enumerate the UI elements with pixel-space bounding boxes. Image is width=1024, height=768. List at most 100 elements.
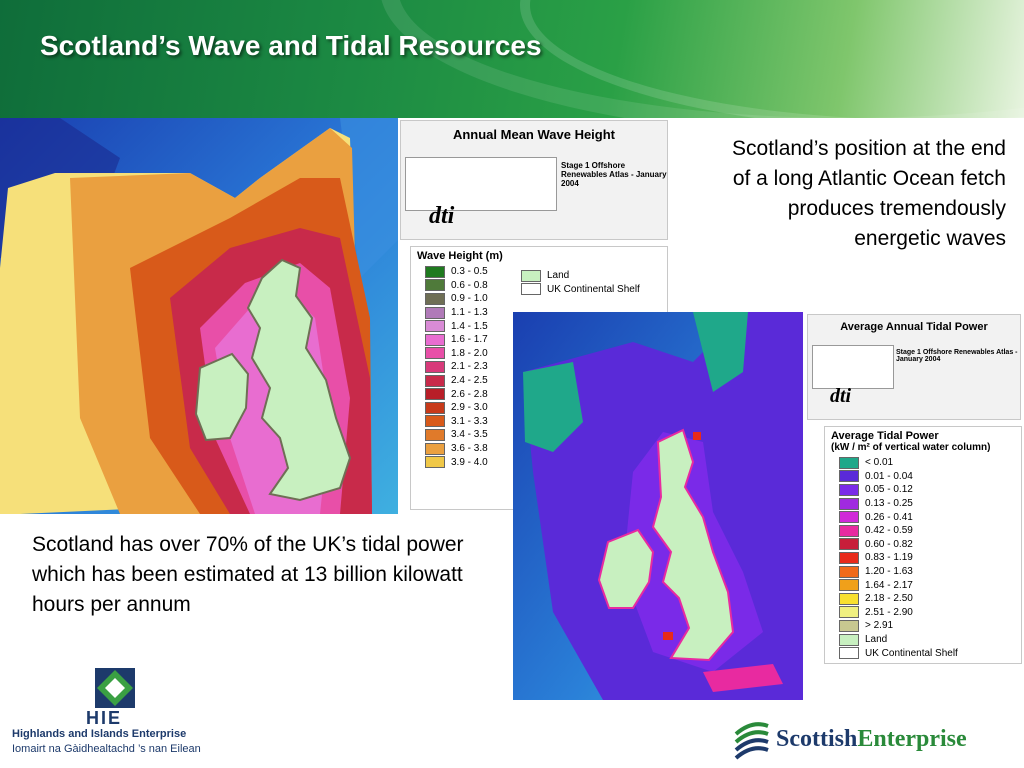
wave-legend-label: 0.6 - 0.8 [451,279,488,291]
wave-legend-label: 1.4 - 1.5 [451,320,488,332]
wave-extra-legend-item: Land [521,269,640,283]
wave-legend-swatch [425,360,445,373]
wave-legend-item: 0.9 - 1.0 [425,292,667,306]
wave-legend-swatch [425,292,445,305]
tidal-legend-item: 1.64 - 2.17 [839,578,1021,592]
tidal-projection-table [812,345,894,389]
tidal-legend-swatch [839,511,859,524]
tidal-legend-item: 0.42 - 0.59 [839,524,1021,538]
hie-gaelic-name: Iomairt na Gàidhealtachd ’s nan Eilean [12,743,201,755]
tidal-legend-item: 1.20 - 1.63 [839,565,1021,579]
wave-legend-item: 1.4 - 1.5 [425,319,667,333]
se-swoosh-icon [734,722,769,760]
tidal-legend-item: 0.26 - 0.41 [839,510,1021,524]
wave-extra-legend-swatch [521,269,541,282]
wave-legend-label: 2.4 - 2.5 [451,375,488,387]
wave-projection-table [405,157,557,211]
tidal-legend-item: > 2.91 [839,619,1021,633]
tidal-description: Scotland has over 70% of the UK’s tidal … [32,533,464,616]
wave-legend-swatch [425,306,445,319]
tidal-atlas-title: Stage 1 Offshore Renewables Atlas - Janu… [896,349,1018,363]
wave-legend-label: 0.3 - 0.5 [451,266,488,278]
tidal-map-image [513,312,803,700]
tidal-legend: Average Tidal Power (kW / m² of vertical… [824,426,1022,664]
hie-logo: HIE Highlands and Islands Enterprise Iom… [8,668,216,762]
wave-legend-item: 1.6 - 1.7 [425,333,667,347]
tidal-legend-label: 0.01 - 0.04 [865,470,913,482]
wave-legend-item: 0.6 - 0.8 [425,279,667,293]
tidal-legend-label: 1.20 - 1.63 [865,566,913,578]
wave-legend-item: 0.3 - 0.5 [425,265,667,279]
tidal-legend-item: 0.60 - 0.82 [839,538,1021,552]
tidal-legend-item: 0.13 - 0.25 [839,497,1021,511]
wave-legend-item: 2.4 - 2.5 [425,374,667,388]
hie-saltire-icon [95,668,135,708]
tidal-legend-swatch [839,470,859,483]
wave-legend-swatch [425,265,445,278]
tidal-legend-item: 0.83 - 1.19 [839,551,1021,565]
wave-extra-legend-swatch [521,283,541,296]
tidal-legend-swatch [839,524,859,537]
scottish-enterprise-logo: ScottishEnterprise [732,712,1022,764]
tidal-legend-swatch [839,619,859,632]
tidal-legend-swatch [839,497,859,510]
wave-legend-label: 2.1 - 2.3 [451,361,488,373]
tidal-legend-subtitle: (kW / m² of vertical water column) [831,442,991,453]
wave-dti-logo: dti [429,203,455,229]
wave-legend-swatch [425,279,445,292]
wave-extra-legend-label: Land [547,270,570,282]
wave-legend-swatch [425,388,445,401]
wave-legend-title: Wave Height (m) [417,250,503,262]
wave-legend-item: 3.4 - 3.5 [425,428,667,442]
tidal-legend-item: 0.01 - 0.04 [839,470,1021,484]
slide-title: Scotland’s Wave and Tidal Resources [40,30,542,61]
wave-legend-item: 2.6 - 2.8 [425,387,667,401]
wave-legend-item: 3.1 - 3.3 [425,415,667,429]
wave-legend-label: 0.9 - 1.0 [451,293,488,305]
wave-legend-item: 1.8 - 2.0 [425,347,667,361]
tidal-legend-swatch [839,579,859,592]
wave-legend-swatch [425,347,445,360]
tidal-info-panel: Average Annual Tidal Power Stage 1 Offsh… [807,314,1021,420]
tidal-legend-swatch [839,565,859,578]
wave-legend-swatch [425,442,445,455]
tidal-power-map [513,312,803,700]
wave-legend-swatch [425,428,445,441]
tidal-legend-item: 0.05 - 0.12 [839,483,1021,497]
tidal-legend-label: 0.83 - 1.19 [865,552,913,564]
tidal-legend-item: 2.18 - 2.50 [839,592,1021,606]
wave-atlas-title: Stage 1 Offshore Renewables Atlas - Janu… [561,161,667,188]
wave-legend-swatch [425,401,445,414]
wave-legend-label: 1.1 - 1.3 [451,307,488,319]
wave-legend-label: 3.6 - 3.8 [451,443,488,455]
tidal-legend-label: 2.51 - 2.90 [865,606,913,618]
wave-legend-item: 2.1 - 2.3 [425,360,667,374]
tidal-legend-label: UK Continental Shelf [865,647,958,659]
tidal-legend-label: 1.64 - 2.17 [865,579,913,591]
wave-legend-swatch [425,320,445,333]
tidal-legend-swatch [839,551,859,564]
wave-legend-item: 1.1 - 1.3 [425,306,667,320]
tidal-legend-label: 0.05 - 0.12 [865,484,913,496]
wave-legend-swatch [425,415,445,428]
wave-legend-swatch [425,333,445,346]
wave-legend-label: 3.1 - 3.3 [451,415,488,427]
wave-map-heading: Annual Mean Wave Height [452,127,616,142]
tidal-legend-label: 0.26 - 0.41 [865,511,913,523]
wave-legend-item: 3.6 - 3.8 [425,442,667,456]
tidal-dti-logo: dti [830,385,852,407]
wave-description: Scotland’s position at the end of a long… [732,137,1006,250]
hie-name: Highlands and Islands Enterprise [12,728,187,740]
tidal-legend-label: 0.42 - 0.59 [865,525,913,537]
tidal-legend-label: Land [865,634,888,646]
tidal-map-heading: Average Annual Tidal Power [840,321,988,333]
wave-legend-label: 3.9 - 4.0 [451,456,488,468]
tidal-legend-item: Land [839,633,1021,647]
wave-legend-swatch [425,374,445,387]
tidal-legend-swatch [839,633,859,646]
tidal-legend-label: 2.18 - 2.50 [865,593,913,605]
tidal-legend-label: 0.60 - 0.82 [865,538,913,550]
tidal-legend-swatch [839,538,859,551]
wave-extra-legend-label: UK Continental Shelf [547,283,640,295]
se-name-part1: Scottish [776,726,858,752]
